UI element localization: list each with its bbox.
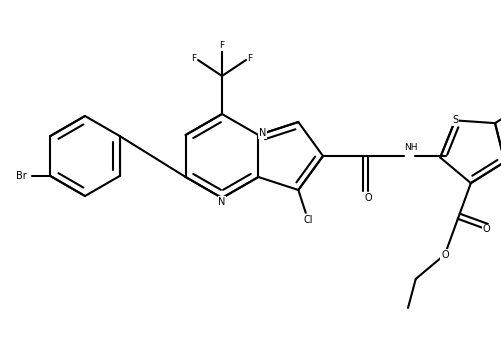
Text: N: N	[218, 197, 225, 207]
Text: O: O	[481, 224, 489, 234]
Text: S: S	[451, 115, 457, 125]
Text: Cl: Cl	[303, 216, 312, 225]
Text: O: O	[363, 193, 371, 203]
Text: O: O	[440, 250, 448, 260]
Text: N: N	[258, 128, 266, 138]
Text: F: F	[219, 42, 224, 50]
Text: F: F	[247, 54, 252, 62]
Text: F: F	[191, 54, 196, 62]
Text: Br: Br	[16, 171, 27, 181]
Text: NH: NH	[403, 144, 416, 152]
